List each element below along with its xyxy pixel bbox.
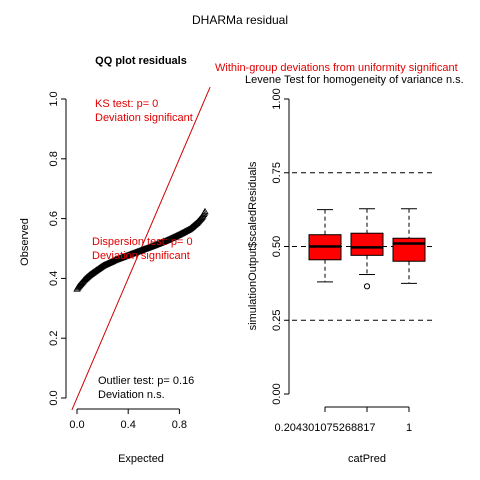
qq-y-tick-label: 0.2 (48, 331, 60, 346)
box-plot-subtitle: Levene Test for homogeneity of variance … (245, 74, 464, 86)
qq-x-axis-label: Expected (118, 453, 164, 465)
page-title: DHARMa residual (192, 13, 288, 27)
box-y-tick-label: 1.00 (271, 88, 283, 109)
qq-y-tick-label: 0.4 (48, 271, 60, 286)
dispersion-test-label: Dispersion test: p= 0 (92, 236, 193, 248)
box-x-tick-label: 1 (406, 422, 412, 434)
box-y-tick-label: 0.00 (271, 383, 283, 404)
qq-points (71, 86, 211, 411)
qq-x-tick-label: 0.8 (172, 419, 187, 431)
qq-y-tick-label: 0.8 (48, 151, 60, 166)
box-x-axis-label: catPred (348, 453, 386, 465)
box-y-tick-label: 0.25 (271, 310, 283, 331)
box-rect (350, 232, 384, 256)
qq-y-axis-label: Observed (19, 218, 31, 266)
qq-y-tick-label: 1.0 (48, 91, 60, 106)
box-plot-title: Within-group deviations from uniformity … (215, 62, 458, 74)
box-axes: 0.204301075268817 1 0.00 0.25 0.50 0.75 1.00 (271, 88, 412, 434)
qq-x-tick-label: 0.0 (69, 419, 84, 431)
outlier-test-result: Deviation n.s. (98, 389, 165, 401)
qq-plot-title: QQ plot residuals (95, 55, 187, 67)
qq-plot: QQ plot residuals Expected Observed 0.0 0… (19, 55, 211, 465)
box-outlier (363, 283, 371, 290)
box-x-tick-label: 0.204301075268817 (275, 422, 376, 434)
box-plot: Within-group deviations from uniformity … (215, 62, 464, 465)
ks-test-result: Deviation significant (95, 112, 193, 124)
qq-y-tick-label: 0.6 (48, 211, 60, 226)
box-y-tick-label: 0.75 (271, 162, 283, 183)
outlier-test-label: Outlier test: p= 0.16 (98, 375, 194, 387)
box-rect (392, 237, 426, 262)
qq-axes: 0.0 0.4 0.8 0.0 0.2 0.4 0.6 0.8 1.0 (48, 91, 187, 431)
qq-x-tick-label: 0.4 (121, 419, 136, 431)
box-y-axis-label: simulationOutput$scaledResiduals (247, 161, 259, 330)
ks-test-label: KS test: p= 0 (95, 98, 158, 110)
box-y-tick-label: 0.50 (271, 236, 283, 257)
dispersion-test-result: Deviation significant (92, 250, 190, 262)
qq-point (201, 207, 209, 215)
qq-y-tick-label: 0.0 (48, 390, 60, 405)
box-marks (292, 172, 432, 321)
